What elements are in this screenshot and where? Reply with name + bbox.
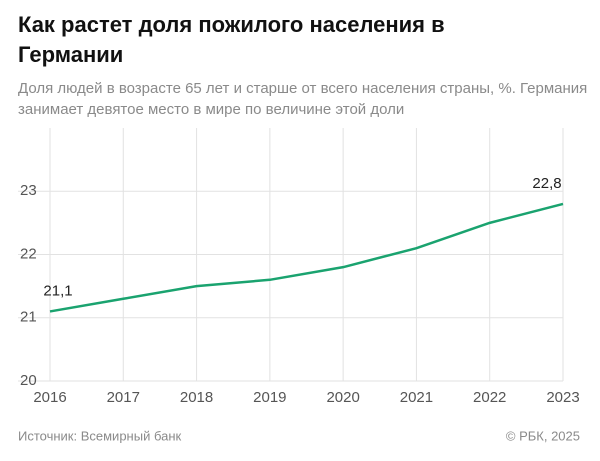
y-tick-label: 23 — [20, 182, 37, 199]
y-tick-label: 22 — [20, 245, 37, 262]
y-tick-label: 20 — [20, 372, 37, 389]
chart-subtitle: Доля людей в возрасте 65 лет и старше от… — [18, 80, 588, 118]
x-tick-label: 2017 — [107, 389, 140, 406]
value-label: 21,1 — [43, 282, 72, 299]
source: Источник: Всемирный банк — [18, 428, 182, 443]
x-tick-label: 2022 — [473, 389, 506, 406]
chart-title: Как растет доля пожилого населения в Гер… — [18, 12, 445, 67]
value-label: 22,8 — [532, 175, 561, 192]
credit: © РБК, 2025 — [506, 428, 580, 443]
x-tick-label: 2018 — [180, 389, 213, 406]
x-tick-label: 2020 — [326, 389, 359, 406]
data-line — [49, 202, 564, 313]
x-tick-label: 2023 — [546, 389, 579, 406]
x-tick-label: 2016 — [33, 389, 66, 406]
y-tick-label: 21 — [20, 309, 37, 326]
x-tick-label: 2019 — [253, 389, 286, 406]
x-tick-label: 2021 — [400, 389, 433, 406]
